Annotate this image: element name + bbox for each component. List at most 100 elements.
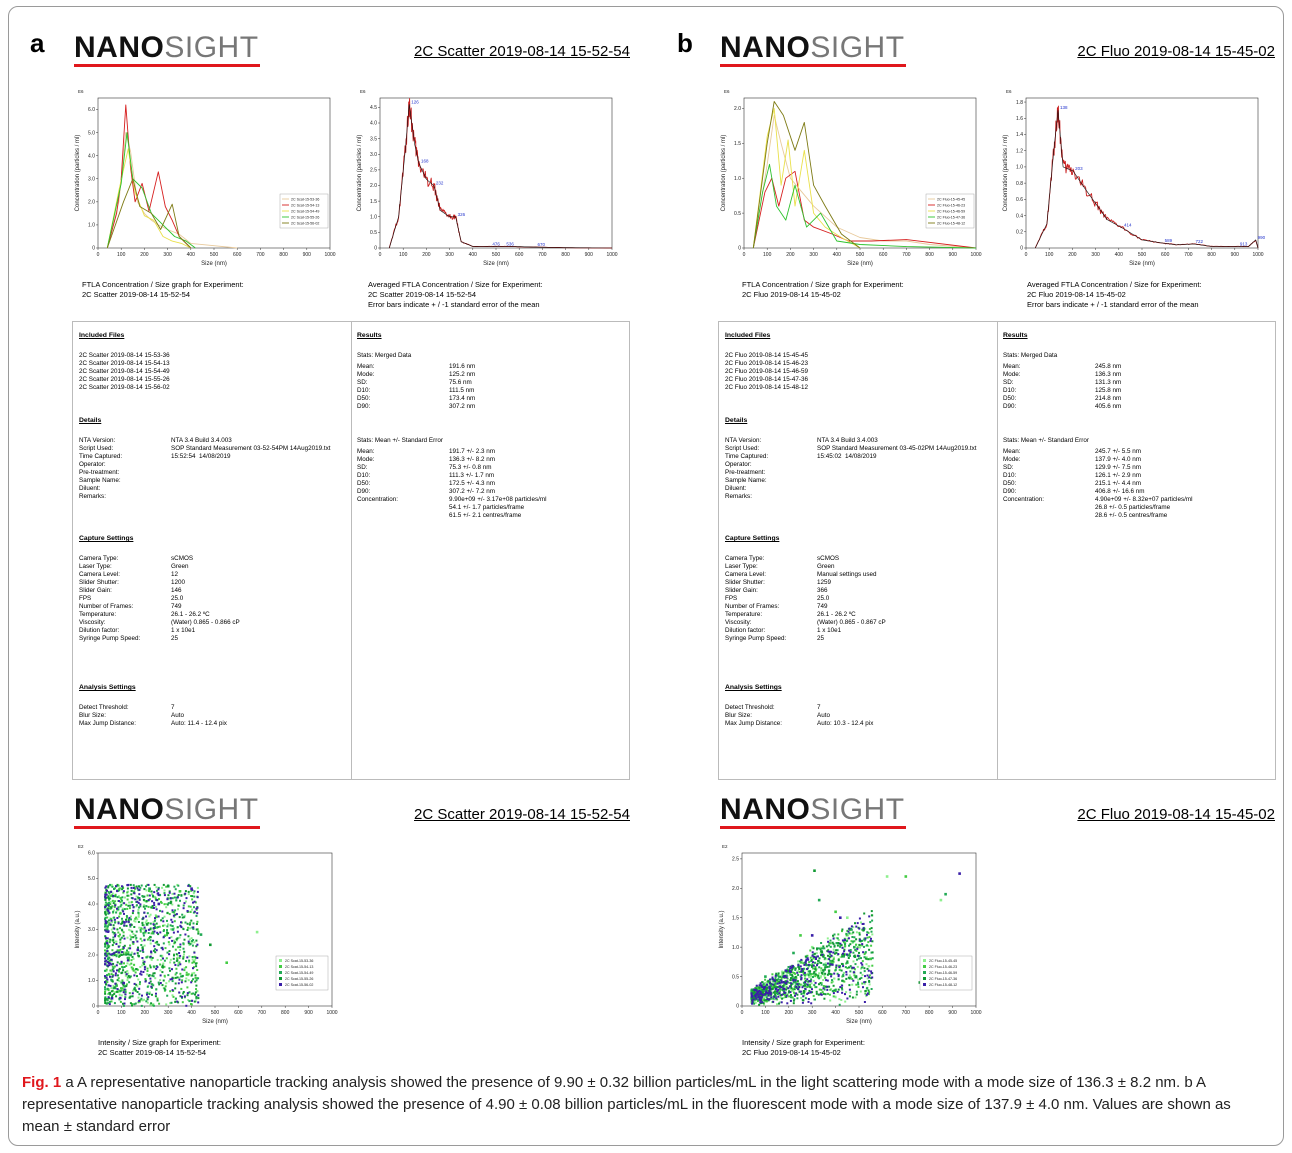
- scatter-point: [840, 962, 843, 965]
- scatter-point: [178, 978, 181, 981]
- scatter-point: [871, 951, 874, 954]
- scatter-point: [109, 984, 112, 987]
- scatter-point: [141, 949, 144, 952]
- x-tick-label: 800: [925, 252, 934, 258]
- scatter-point: [106, 957, 109, 960]
- scatter-point: [832, 995, 835, 998]
- scatter-point: [766, 986, 768, 989]
- scatter-point: [106, 929, 109, 931]
- y-tick-label: 1.5: [370, 199, 377, 205]
- scatter-point: [869, 921, 872, 924]
- scatter-point: [791, 968, 794, 971]
- scatter-point: [839, 986, 842, 989]
- x-tick-label: 500: [855, 1010, 864, 1016]
- scatter-point: [124, 998, 126, 1001]
- scatter-point: [150, 950, 153, 953]
- scatter-point: [138, 888, 141, 891]
- scatter-point: [839, 945, 842, 948]
- scatter-point: [196, 912, 199, 915]
- scatter-point: [146, 1001, 149, 1004]
- scatter-point: [782, 993, 785, 996]
- scatter-point: [161, 956, 164, 959]
- scatter-point: [169, 958, 172, 961]
- scatter-point: [765, 991, 768, 994]
- scatter-point: [131, 968, 134, 971]
- scatter-point: [188, 959, 191, 962]
- scatter-point: [109, 938, 112, 941]
- scatter-point: [839, 942, 842, 945]
- scatter-point: [126, 970, 129, 972]
- scatter-point: [192, 978, 195, 981]
- logo-underline: [74, 826, 260, 829]
- scatter-point: [124, 974, 128, 977]
- scatter-point: [866, 992, 869, 995]
- scatter-point: [121, 888, 124, 891]
- scatter-point: [822, 963, 825, 966]
- scatter-point: [864, 957, 867, 960]
- scatter-point: [816, 962, 819, 965]
- scatter-point: [118, 944, 121, 947]
- scatter-point: [169, 902, 172, 905]
- scatter-point: [104, 988, 107, 991]
- scatter-point: [139, 937, 142, 940]
- scatter-point: [163, 889, 166, 892]
- x-tick-label: 900: [1231, 252, 1240, 258]
- scatter-point: [760, 996, 763, 999]
- scatter-point: [136, 887, 139, 890]
- scatter-point: [776, 992, 778, 995]
- scatter-point: [134, 917, 137, 920]
- scatter-point: [174, 941, 177, 944]
- scatter-point: [106, 889, 108, 892]
- scatter-point: [849, 954, 851, 957]
- scatter-point: [106, 978, 109, 981]
- legend-label: 2C Fluo-15-46-59: [929, 971, 957, 975]
- scatter-point: [788, 995, 791, 998]
- scatter-point: [856, 922, 859, 925]
- scatter-point: [774, 979, 776, 982]
- scatter-point: [173, 961, 176, 964]
- scatter-point: [115, 964, 118, 967]
- scatter-point: [837, 943, 840, 946]
- scatter-point: [823, 968, 826, 971]
- scatter-point: [188, 955, 191, 958]
- scatter-point: [829, 945, 832, 948]
- scatter-point: [818, 972, 821, 975]
- scatter-point: [132, 989, 135, 992]
- legend-swatch: [923, 965, 926, 968]
- concentration-size-graph: 0 100 200 300 400 500 600 700 800 900 1000 0 0.5 1.0 1…: [706, 88, 991, 278]
- scatter-point: [146, 967, 149, 970]
- x-tick-label: 400: [831, 1010, 840, 1016]
- scatter-point: [104, 907, 106, 910]
- scatter-point: [870, 972, 873, 975]
- scatter-point: [800, 970, 803, 973]
- scatter-point: [194, 993, 196, 996]
- x-tick-label: 800: [925, 1010, 934, 1016]
- scatter-point: [147, 932, 150, 934]
- merged-heading: Stats: Merged Data: [357, 352, 412, 359]
- scatter-point: [792, 999, 795, 1002]
- y-tick-label: 0: [1020, 246, 1023, 252]
- scatter-point: [142, 928, 144, 931]
- scatter-point: [117, 931, 120, 934]
- scatter-point: [169, 990, 172, 993]
- scatter-point: [121, 899, 123, 902]
- scatter-point: [863, 970, 866, 973]
- scatter-point: [129, 944, 132, 947]
- scatter-point: [104, 913, 107, 916]
- scatter-point: [143, 963, 146, 966]
- scatter-point: [785, 988, 787, 991]
- y-tick-label: 1.0: [88, 978, 95, 984]
- scatter-point: [197, 977, 200, 980]
- scatter-point: [787, 971, 790, 974]
- scatter-point: [830, 973, 833, 976]
- scatter-point: [812, 994, 815, 997]
- scatter-point: [104, 954, 107, 957]
- scatter-point: [844, 1000, 847, 1003]
- peak-label: 168: [421, 159, 429, 164]
- scatter-point: [195, 988, 197, 991]
- scatter-point: [197, 997, 200, 1000]
- scatter-point: [151, 993, 153, 996]
- y-tick-label: 0: [736, 1004, 739, 1010]
- scatter-point: [125, 924, 128, 927]
- legend-swatch: [279, 977, 282, 980]
